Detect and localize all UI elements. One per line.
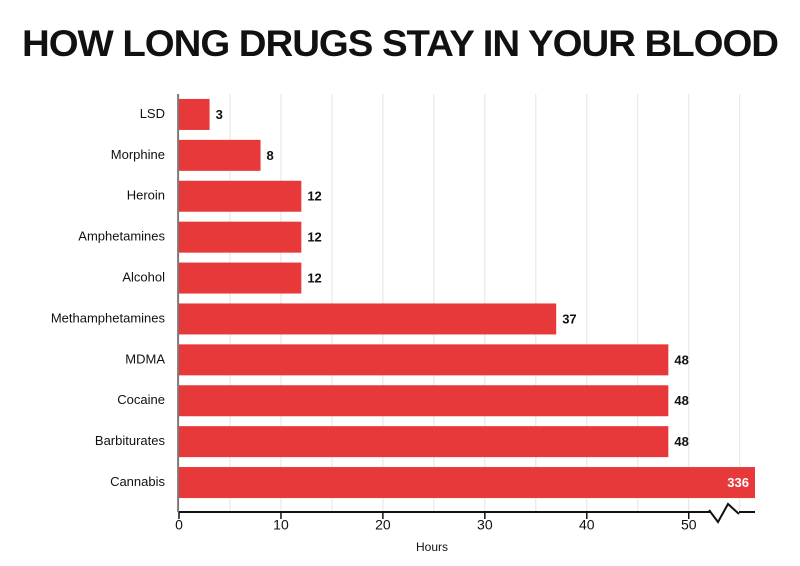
value-label: 12 bbox=[307, 230, 321, 245]
bar bbox=[179, 180, 302, 212]
value-label: 336 bbox=[727, 475, 749, 490]
value-label: 12 bbox=[307, 189, 321, 204]
x-tick-label: 0 bbox=[175, 517, 183, 533]
y-tick-label: Cannabis bbox=[110, 474, 165, 489]
value-label: 3 bbox=[216, 107, 223, 122]
bar bbox=[179, 303, 557, 335]
bar bbox=[179, 262, 302, 294]
axis-break bbox=[708, 502, 740, 524]
value-label: 48 bbox=[674, 352, 688, 367]
x-tick-label: 20 bbox=[375, 517, 391, 533]
value-label: 8 bbox=[267, 148, 274, 163]
y-tick-label: LSD bbox=[140, 106, 165, 121]
x-tick-label: 10 bbox=[273, 517, 289, 533]
y-tick-label: Morphine bbox=[111, 147, 165, 162]
bar bbox=[179, 98, 210, 130]
bar bbox=[179, 385, 669, 417]
bar bbox=[179, 139, 261, 171]
y-tick-label: Barbiturates bbox=[95, 433, 166, 448]
y-tick-label: Cocaine bbox=[117, 392, 165, 407]
x-tick-label: 50 bbox=[681, 517, 697, 533]
value-label: 37 bbox=[562, 311, 576, 326]
y-tick-label: Methamphetamines bbox=[51, 310, 166, 325]
x-tick-label: 40 bbox=[579, 517, 595, 533]
chart-title: HOW LONG DRUGS STAY IN YOUR BLOOD bbox=[22, 23, 778, 64]
y-tick-label: Heroin bbox=[127, 188, 165, 203]
y-tick-label: MDMA bbox=[125, 351, 165, 366]
bar bbox=[179, 221, 302, 253]
y-tick-label: Alcohol bbox=[122, 269, 165, 284]
value-label: 48 bbox=[674, 393, 688, 408]
y-tick-label: Amphetamines bbox=[78, 229, 165, 244]
value-label: 12 bbox=[307, 270, 321, 285]
value-label: 48 bbox=[674, 434, 688, 449]
x-tick-label: 30 bbox=[477, 517, 493, 533]
bar bbox=[179, 344, 669, 376]
bar bbox=[179, 426, 669, 458]
bar bbox=[179, 467, 755, 499]
x-axis-label: Hours bbox=[416, 540, 448, 554]
